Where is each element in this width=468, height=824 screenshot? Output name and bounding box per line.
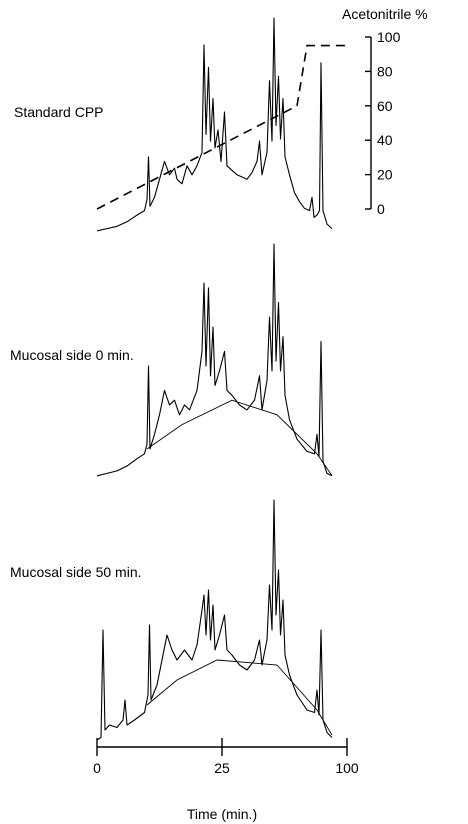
- time-ticks: 0 25 100: [93, 738, 359, 776]
- panel-label-standard-cpp: Standard CPP: [14, 104, 104, 120]
- panel-label-mucosal-0: Mucosal side 0 min.: [10, 347, 134, 363]
- time-axis: 0 25 100 Time (min.): [93, 738, 359, 822]
- gradient-tick-label-40: 40: [377, 132, 393, 148]
- acetonitrile-gradient-line: [96, 44, 347, 210]
- chromatogram-trace-mucosal-0: [96, 243, 333, 477]
- gradient-ticks: 0 20 40 60 80 100: [365, 29, 401, 217]
- chromatogram-trace-standard-cpp: [96, 17, 333, 232]
- panel-mucosal-0: Mucosal side 0 min.: [10, 243, 333, 477]
- panel-mucosal-50: Mucosal side 50 min.: [10, 499, 333, 741]
- gradient-tick-label-100: 100: [377, 29, 401, 45]
- gradient-tick-label-60: 60: [377, 98, 393, 114]
- time-tick-label-25: 25: [214, 760, 230, 776]
- time-axis-label: Time (min.): [187, 806, 257, 822]
- gradient-tick-label-80: 80: [377, 63, 393, 79]
- panel-standard-cpp: Standard CPP: [14, 17, 333, 232]
- baseline-mucosal-50: [146, 659, 333, 736]
- gradient-tick-label-20: 20: [377, 167, 393, 183]
- time-tick-label-0: 0: [93, 760, 101, 776]
- panel-label-mucosal-50: Mucosal side 50 min.: [10, 564, 142, 580]
- gradient-axis: Acetonitrile % 0 20 40 60 80 100: [96, 6, 428, 217]
- baseline-mucosal-0: [146, 399, 333, 477]
- gradient-tick-label-0: 0: [377, 201, 385, 217]
- time-tick-label-50: 100: [335, 760, 359, 776]
- gradient-axis-label: Acetonitrile %: [342, 6, 428, 22]
- chromatogram-trace-mucosal-50: [96, 499, 333, 741]
